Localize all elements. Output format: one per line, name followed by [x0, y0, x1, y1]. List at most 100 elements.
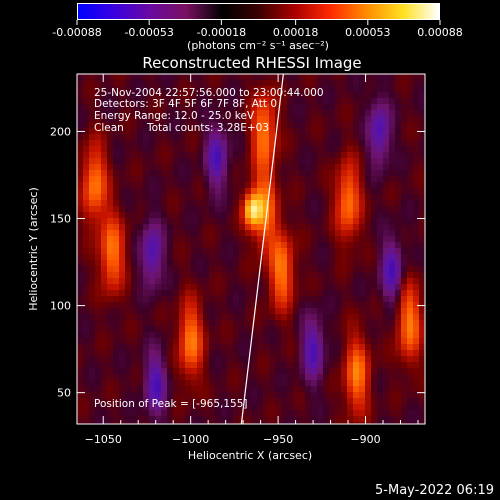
heatmap-cell	[83, 74, 89, 80]
heatmap-cell	[323, 122, 329, 128]
heatmap-cell	[365, 368, 371, 374]
heatmap-cell	[125, 146, 131, 152]
heatmap-cell	[173, 242, 179, 248]
heatmap-cell	[107, 290, 113, 296]
heatmap-cell	[257, 104, 263, 110]
heatmap-cell	[359, 176, 365, 182]
heatmap-cell	[329, 74, 335, 80]
heatmap-cell	[179, 314, 185, 320]
heatmap-cell	[341, 140, 347, 146]
heatmap-cell	[149, 290, 155, 296]
heatmap-cell	[251, 302, 257, 308]
heatmap-cell	[377, 242, 383, 248]
heatmap-cell	[203, 140, 209, 146]
heatmap-cell	[191, 92, 197, 98]
heatmap-cell	[335, 158, 341, 164]
heatmap-cell	[83, 404, 89, 410]
heatmap-cell	[257, 278, 263, 284]
heatmap-cell	[233, 374, 239, 380]
heatmap-cell	[251, 410, 257, 416]
heatmap-cell	[143, 248, 149, 254]
heatmap-cell	[389, 140, 395, 146]
heatmap-cell	[107, 236, 113, 242]
heatmap-cell	[167, 146, 173, 152]
heatmap-cell	[173, 344, 179, 350]
heatmap-cell	[347, 176, 353, 182]
heatmap-cell	[77, 410, 83, 416]
heatmap-cell	[341, 230, 347, 236]
heatmap-cell	[221, 122, 227, 128]
heatmap-cell	[419, 224, 425, 230]
heatmap-cell	[419, 248, 425, 254]
heatmap-cell	[347, 188, 353, 194]
heatmap-cell	[191, 290, 197, 296]
heatmap-cell	[245, 350, 251, 356]
heatmap-cell	[359, 422, 365, 424]
heatmap-cell	[227, 182, 233, 188]
heatmap-cell	[101, 272, 107, 278]
heatmap-cell	[305, 158, 311, 164]
heatmap-cell	[203, 200, 209, 206]
heatmap-cell	[89, 242, 95, 248]
heatmap-cell	[407, 146, 413, 152]
heatmap-cell	[125, 218, 131, 224]
heatmap-cell	[353, 344, 359, 350]
heatmap-cell	[275, 134, 281, 140]
heatmap-cell	[353, 230, 359, 236]
heatmap-cell	[401, 260, 407, 266]
heatmap-cell	[233, 122, 239, 128]
heatmap-cell	[83, 386, 89, 392]
heatmap-cell	[323, 158, 329, 164]
heatmap-cell	[149, 338, 155, 344]
heatmap-cell	[341, 290, 347, 296]
heatmap-cell	[83, 398, 89, 404]
heatmap-cell	[377, 170, 383, 176]
heatmap-cell	[311, 104, 317, 110]
heatmap-cell	[407, 212, 413, 218]
heatmap-cell	[293, 140, 299, 146]
heatmap-cell	[227, 212, 233, 218]
heatmap-cell	[377, 230, 383, 236]
heatmap-cell	[383, 242, 389, 248]
heatmap-cell	[239, 152, 245, 158]
heatmap-cell	[131, 194, 137, 200]
heatmap-cell	[269, 350, 275, 356]
heatmap-cell	[341, 272, 347, 278]
heatmap-cell	[377, 308, 383, 314]
heatmap-cell	[119, 176, 125, 182]
heatmap-cell	[83, 140, 89, 146]
heatmap-cell	[257, 128, 263, 134]
heatmap-cell	[125, 296, 131, 302]
heatmap-cell	[395, 182, 401, 188]
heatmap-cell	[107, 170, 113, 176]
heatmap-cell	[305, 152, 311, 158]
heatmap-cell	[305, 230, 311, 236]
heatmap-cell	[359, 350, 365, 356]
heatmap-cell	[323, 92, 329, 98]
heatmap-cell	[149, 218, 155, 224]
heatmap-cell	[113, 296, 119, 302]
heatmap-cell	[269, 320, 275, 326]
heatmap-cell	[311, 86, 317, 92]
heatmap-cell	[281, 308, 287, 314]
heatmap-cell	[203, 380, 209, 386]
heatmap-cell	[305, 218, 311, 224]
heatmap-cell	[329, 356, 335, 362]
heatmap-cell	[353, 206, 359, 212]
heatmap-cell	[227, 308, 233, 314]
heatmap-cell	[311, 296, 317, 302]
heatmap-cell	[251, 122, 257, 128]
heatmap-cell	[323, 182, 329, 188]
heatmap-cell	[293, 218, 299, 224]
heatmap-cell	[245, 302, 251, 308]
heatmap-cell	[197, 122, 203, 128]
heatmap-cell	[347, 398, 353, 404]
heatmap-cell	[215, 320, 221, 326]
heatmap-cell	[257, 152, 263, 158]
heatmap-cell	[287, 368, 293, 374]
heatmap-cell	[101, 416, 107, 422]
heatmap-cell	[113, 98, 119, 104]
heatmap-cell	[89, 308, 95, 314]
heatmap-cell	[371, 230, 377, 236]
heatmap-cell	[227, 206, 233, 212]
